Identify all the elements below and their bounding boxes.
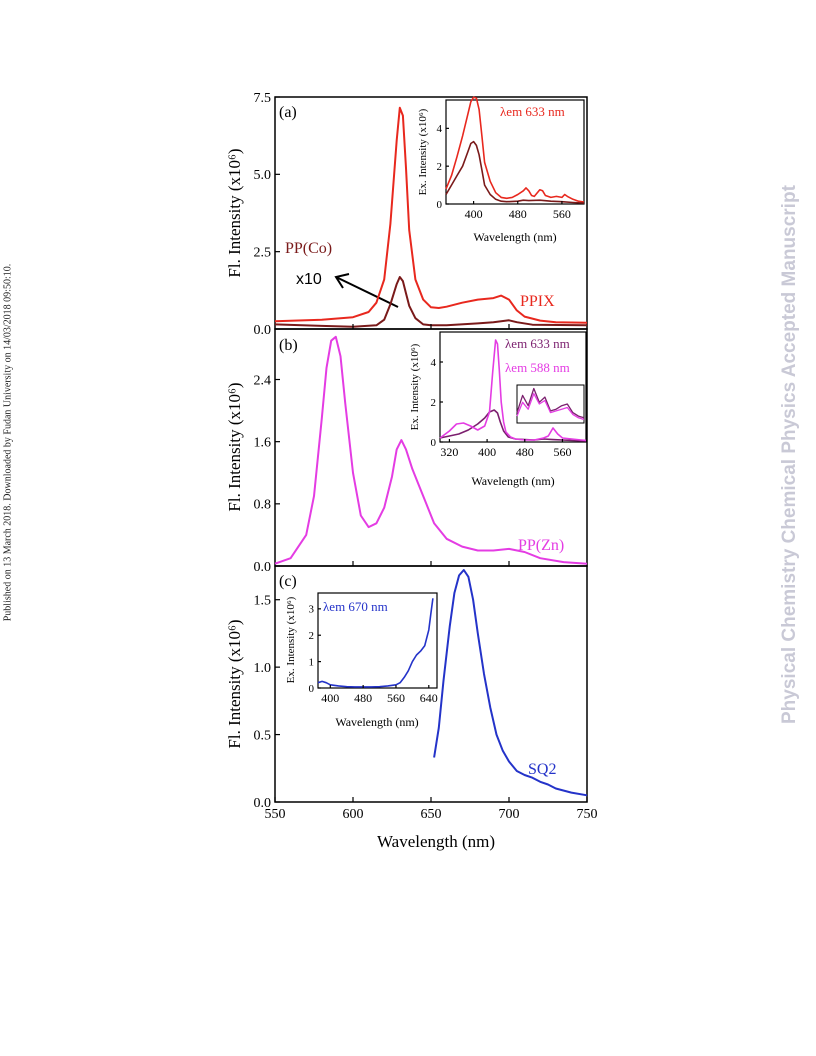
inset-a-x-tick-label: 480 [509, 207, 527, 221]
inset-a-title: λem 633 nm [500, 104, 565, 119]
inset-a-series-1 [445, 140, 585, 204]
inset-a-frame [445, 99, 585, 205]
inset-a-x-tick-label: 400 [465, 207, 483, 221]
inset-c-y-tick-label: 0 [309, 683, 315, 695]
inset-c-series-0 [317, 598, 434, 688]
panel-a-ylabel: Fl. Intensity (x10⁶) [225, 148, 244, 277]
panel-a-label: (a) [279, 104, 297, 121]
inset-a-y-tick-label: 4 [437, 123, 443, 135]
sq2-label: SQ2 [528, 761, 556, 778]
inset-b-y-tick-label: 0 [431, 437, 437, 449]
panel-a-series-1 [274, 276, 588, 328]
ppco-label: PP(Co) [285, 240, 332, 257]
panel-c-x-tick-label: 700 [499, 807, 520, 822]
panel-a-y-tick-label: 0.0 [254, 323, 272, 338]
inset-a-x-tick-label: 560 [553, 207, 571, 221]
inset-c-ylabel: Ex. Intensity (x10⁶) [285, 596, 297, 683]
inset-b-series-0 [439, 409, 587, 442]
inset-a-y-tick-label: 2 [437, 161, 443, 173]
inset-c-x-tick-label: 480 [354, 691, 372, 705]
inset-c-x-tick-label: 400 [321, 691, 339, 705]
panel-c-y-tick-label: 1.5 [254, 594, 272, 609]
panel-b-series-0 [274, 335, 588, 565]
panel-c-x-tick-label: 650 [421, 807, 442, 822]
panel-c-series-0 [433, 569, 588, 797]
panel-b-ylabel: Fl. Intensity (x10⁶) [225, 382, 244, 511]
inset-b-x-tick-label: 320 [440, 445, 458, 459]
panel-b-y-tick-label: 1.6 [254, 436, 272, 451]
inset-c-title: λem 670 nm [323, 599, 388, 614]
panel-c-y-tick-label: 1.0 [254, 661, 272, 676]
panel-b-y-tick-label: 0.8 [254, 498, 272, 513]
panel-c-y-tick-label: 0.5 [254, 728, 272, 743]
inset-b-y-tick-label: 2 [431, 397, 437, 409]
panel-c-x-tick-label: 550 [265, 807, 286, 822]
inset-b-x-tick-label: 480 [516, 445, 534, 459]
panel-a-y-tick-label: 5.0 [254, 168, 272, 183]
inset-b-xlabel: Wavelength (nm) [471, 474, 554, 488]
ppzn-label: PP(Zn) [518, 537, 564, 554]
inset-c-frame [317, 592, 438, 689]
inset-c-x-tick-label: 560 [387, 691, 405, 705]
inset-a-xlabel: Wavelength (nm) [473, 230, 556, 244]
panel-c-x-tick-label: 750 [577, 807, 598, 822]
inset-b-series-1 [439, 339, 587, 442]
inset-b-zoom-frame [516, 384, 585, 424]
inset-c-y-tick-label: 2 [309, 630, 315, 642]
panel-c-y-tick-label: 0.0 [254, 796, 272, 811]
panel-a-y-tick-label: 2.5 [254, 246, 272, 261]
inset-b-zoom-series-1 [516, 392, 585, 421]
scale-note: x10 [296, 271, 322, 288]
panel-b-label: (b) [279, 337, 298, 354]
inset-b-x-tick-label: 400 [478, 445, 496, 459]
panel-c-ylabel: Fl. Intensity (x10⁶) [225, 619, 244, 748]
scale-arrow [334, 273, 399, 308]
inset-b-zoom-series-0 [516, 387, 585, 419]
panel-b-y-tick-label: 0.0 [254, 560, 272, 575]
inset-c-y-tick-label: 1 [309, 656, 315, 668]
inset-b-legend-588: λem 588 nm [505, 360, 570, 375]
inset-a-y-tick-label: 0 [437, 199, 443, 211]
panel-a-series-0 [274, 106, 588, 324]
panel-c-x-tick-label: 600 [343, 807, 364, 822]
inset-a-ylabel: Ex. Intensity (x10⁶) [417, 108, 429, 195]
ppix-label: PPIX [520, 293, 555, 310]
panel-a-y-tick-label: 7.5 [254, 91, 272, 106]
panel-c-label: (c) [279, 573, 297, 590]
inset-b-y-tick-label: 4 [431, 357, 437, 369]
panel-b-y-tick-label: 2.4 [254, 373, 272, 388]
x-axis-label: Wavelength (nm) [377, 832, 495, 851]
inset-b-ylabel: Ex. Intensity (x10⁶) [409, 343, 421, 430]
inset-c-x-tick-label: 640 [420, 691, 438, 705]
inset-c-y-tick-label: 3 [309, 604, 315, 616]
inset-b-legend-633: λem 633 nm [505, 336, 570, 351]
inset-c-xlabel: Wavelength (nm) [335, 715, 418, 729]
inset-a-series-0 [445, 96, 585, 203]
inset-b-x-tick-label: 560 [553, 445, 571, 459]
